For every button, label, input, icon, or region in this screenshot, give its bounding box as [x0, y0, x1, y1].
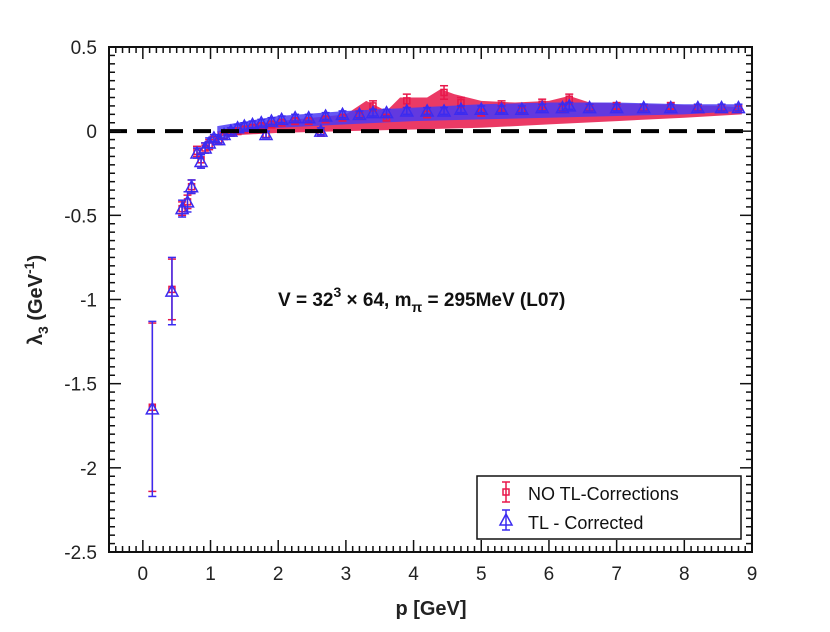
- x-tick-label: 1: [205, 564, 216, 585]
- x-axis-title: p [GeV]: [395, 598, 466, 620]
- triangle-marker: [258, 126, 274, 141]
- data-point-tl-corrected: [473, 101, 489, 116]
- y-tick-label: -2: [80, 459, 97, 480]
- triangle-marker: [237, 118, 252, 132]
- triangle-marker: [436, 103, 452, 117]
- square-marker: [440, 88, 448, 97]
- triangle-marker: [274, 111, 289, 126]
- data-point-tl-corrected: [184, 179, 199, 195]
- triangle-marker: [494, 101, 509, 116]
- triangle-marker: [714, 100, 729, 114]
- axis-ticks: [108, 46, 753, 553]
- data-point-tl-corrected: [264, 113, 279, 127]
- triangle-marker: [145, 401, 160, 415]
- data-point-tl-corrected: [399, 103, 415, 117]
- data-point-tl-corrected: [379, 105, 394, 119]
- data-point-tl-corrected: [534, 100, 550, 114]
- triangle-marker: [453, 101, 469, 116]
- triangle-marker: [731, 100, 746, 114]
- triangle-marker: [180, 194, 195, 208]
- y-tick-label: -0.5: [64, 206, 97, 227]
- lattice-annotation: V = 323 × 64, mπ = 295MeV (L07): [278, 284, 565, 315]
- triangle-marker: [379, 105, 394, 119]
- legend-label-no-tl: NO TL-Corrections: [528, 484, 679, 504]
- data-point-tl-corrected: [690, 100, 706, 114]
- y-tick-label: 0: [86, 122, 97, 143]
- triangle-marker: [636, 100, 651, 114]
- triangle-marker: [690, 100, 706, 114]
- legend-marker-triangle: [498, 509, 514, 531]
- data-point-tl-corrected: [609, 100, 624, 114]
- x-tick-label: 0: [138, 564, 149, 585]
- x-tick-label: 5: [476, 564, 487, 585]
- data-point-tl-corrected: [514, 101, 530, 116]
- triangle-marker: [534, 100, 550, 114]
- legend: NO TL-Corrections TL - Corrected: [476, 475, 742, 540]
- x-tick-label: 9: [747, 564, 758, 585]
- tick-labels: 0 1 2 3 4 5 6 7 8 9 0.5 0 -0.5 -1 -1.5 -2 -2.5: [64, 38, 757, 585]
- data-point-tl-corrected: [436, 103, 452, 117]
- triangle-marker: [419, 103, 435, 117]
- y-axis-title: λ3 (GeV-1): [21, 255, 51, 345]
- x-tick-label: 6: [544, 564, 555, 585]
- x-tick-label: 8: [679, 564, 690, 585]
- y-tick-label: -2.5: [64, 543, 97, 564]
- triangle-marker: [561, 98, 577, 112]
- triangle-marker: [663, 100, 679, 114]
- triangle-marker: [287, 110, 303, 124]
- triangle-marker: [301, 110, 316, 124]
- data-point-tl-corrected: [254, 115, 269, 129]
- data-point-tl-corrected: [301, 110, 316, 124]
- triangle-marker: [318, 108, 333, 122]
- data-marks: [145, 84, 746, 498]
- x-tick-label: 2: [273, 564, 284, 585]
- data-point-tl-corrected: [636, 100, 651, 114]
- triangle-marker: [335, 106, 350, 121]
- triangle-marker: [514, 101, 530, 116]
- triangle-marker: [184, 179, 199, 193]
- y-tick-label: -1: [80, 291, 97, 312]
- y-tick-label: 0.5: [71, 38, 97, 59]
- data-point-tl-corrected: [318, 108, 333, 122]
- triangle-marker: [582, 100, 597, 114]
- data-point-tl-corrected: [274, 111, 289, 126]
- data-point-tl-corrected: [237, 118, 252, 132]
- data-point-tl-corrected: [494, 101, 509, 116]
- data-point-tl-corrected: [714, 100, 729, 114]
- triangle-marker: [609, 100, 624, 114]
- x-tick-label: 7: [611, 564, 622, 585]
- legend-marker-square: [502, 481, 510, 503]
- y-tick-label: -1.5: [64, 375, 97, 396]
- data-point-tl-corrected: [731, 100, 746, 114]
- triangle-marker: [473, 101, 489, 116]
- triangle-marker: [193, 153, 209, 168]
- triangle-marker: [365, 105, 381, 119]
- data-point-tl-corrected: [193, 153, 209, 169]
- triangle-marker: [264, 113, 279, 127]
- data-point-tl-corrected: [365, 105, 381, 119]
- data-point-tl-corrected: [335, 106, 350, 121]
- legend-box: [476, 475, 742, 540]
- data-band: [217, 102, 742, 133]
- triangle-marker: [174, 201, 190, 215]
- x-tick-label: 4: [408, 564, 419, 585]
- x-tick-label: 3: [341, 564, 352, 585]
- data-point-tl-corrected: [663, 100, 679, 114]
- data-point-tl-corrected: [419, 103, 435, 117]
- triangle-marker: [399, 103, 415, 117]
- legend-label-tl-corrected: TL - Corrected: [528, 513, 643, 533]
- data-point-tl-corrected: [287, 110, 303, 124]
- data-point-tl-corrected: [352, 106, 367, 121]
- data-point-tl-corrected: [561, 98, 577, 112]
- data-point-tl-corrected: [164, 256, 180, 326]
- triangle-marker: [254, 115, 269, 129]
- triangle-marker: [164, 283, 180, 297]
- data-point-tl-corrected: [582, 100, 597, 114]
- data-point-tl-corrected: [145, 320, 160, 498]
- data-point-no-tl: [440, 84, 449, 100]
- data-point-tl-corrected: [453, 101, 469, 116]
- triangle-marker: [352, 106, 367, 121]
